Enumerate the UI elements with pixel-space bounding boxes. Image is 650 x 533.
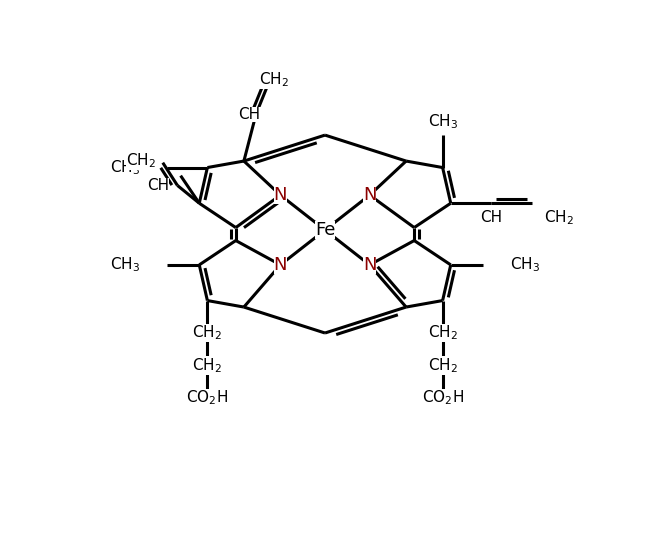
- Text: Fe: Fe: [315, 221, 335, 239]
- Text: CH$_3$: CH$_3$: [110, 158, 140, 177]
- Text: CH: CH: [239, 107, 261, 122]
- Text: CH$_2$: CH$_2$: [192, 324, 222, 342]
- Text: CH$_2$: CH$_2$: [192, 356, 222, 375]
- Text: N: N: [274, 186, 287, 204]
- Text: CH: CH: [480, 211, 502, 225]
- Text: CH$_2$: CH$_2$: [428, 356, 458, 375]
- Text: CH$_3$: CH$_3$: [510, 255, 540, 274]
- Text: CH$_2$: CH$_2$: [259, 70, 289, 90]
- Text: N: N: [363, 256, 376, 274]
- Text: N: N: [274, 256, 287, 274]
- Text: CH$_2$: CH$_2$: [126, 151, 156, 169]
- Text: CH$_3$: CH$_3$: [110, 255, 140, 274]
- Text: CH: CH: [147, 178, 169, 193]
- Text: CH$_3$: CH$_3$: [428, 113, 458, 132]
- Text: CH$_2$: CH$_2$: [544, 208, 574, 227]
- Text: CO$_2$H: CO$_2$H: [422, 389, 463, 407]
- Text: CH$_2$: CH$_2$: [428, 324, 458, 342]
- Text: N: N: [363, 186, 376, 204]
- Text: CO$_2$H: CO$_2$H: [187, 389, 228, 407]
